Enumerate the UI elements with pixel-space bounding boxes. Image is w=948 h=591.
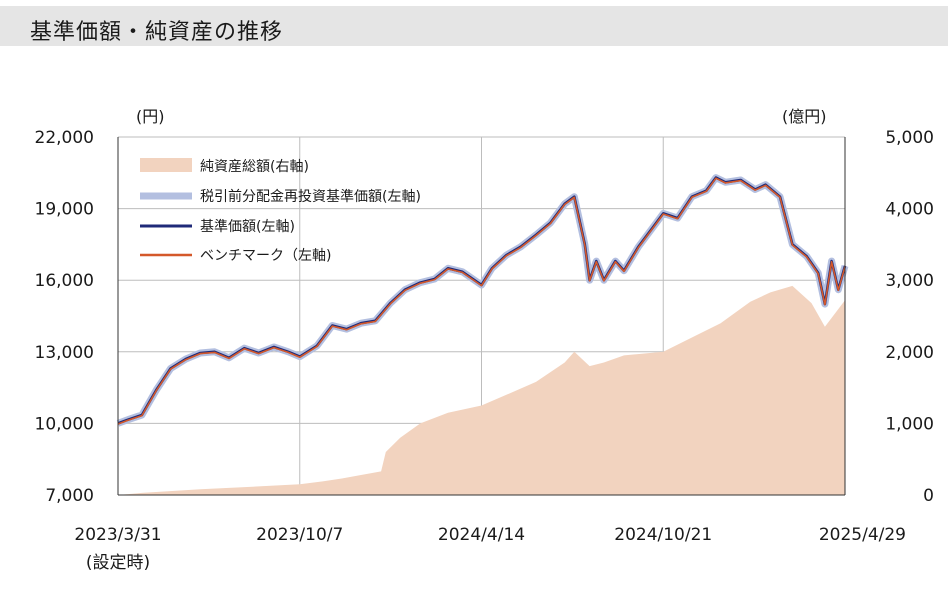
y-left-tick-label: 16,000 xyxy=(35,271,94,291)
x-tick-label: 2023/3/31 xyxy=(74,525,161,545)
x-tick-label: 2023/10/7 xyxy=(256,525,343,545)
y-left-tick-label: 10,000 xyxy=(35,414,94,434)
x-tick-label: 2024/4/14 xyxy=(438,525,525,545)
net-assets-area xyxy=(118,285,845,495)
y-left-tick-label: 7,000 xyxy=(45,486,94,506)
line-layer xyxy=(116,174,849,427)
y-right-tick-label: 1,000 xyxy=(885,414,934,434)
left-axis-unit: (円) xyxy=(136,107,165,126)
title-bar: 基準価額・純資産の推移 xyxy=(0,6,948,46)
net-assets-area-layer xyxy=(118,285,845,495)
x-tick-label: 2024/10/21 xyxy=(614,525,712,545)
y-right-tick-label: 0 xyxy=(923,486,934,506)
page-title: 基準価額・純資産の推移 xyxy=(30,20,284,45)
x-tick-note: (設定時) xyxy=(86,553,150,573)
legend-label: 税引前分配金再投資基準価額(左軸) xyxy=(200,188,421,205)
benchmark-line xyxy=(117,177,846,425)
y-left-tick-label: 19,000 xyxy=(35,200,94,220)
legend-label: 純資産総額(右軸) xyxy=(200,159,309,175)
legend-swatch-net-assets xyxy=(140,158,192,172)
right-axis-unit: (億円) xyxy=(782,107,827,126)
y-left-tick-label: 13,000 xyxy=(35,343,94,363)
tick-labels: 22,000 19,000 16,000 13,000 10,000 7,000 5,000… xyxy=(35,128,934,573)
y-right-tick-label: 2,000 xyxy=(885,343,934,363)
y-left-tick-label: 22,000 xyxy=(35,128,94,148)
axes xyxy=(117,137,846,496)
legend-label: 基準価額(左軸) xyxy=(200,218,295,235)
y-right-tick-label: 4,000 xyxy=(885,200,934,220)
legend-label: ベンチマーク（左軸) xyxy=(200,248,331,264)
y-right-tick-label: 5,000 xyxy=(885,128,934,148)
x-tick-label: 2025/4/29 xyxy=(819,525,906,545)
legend: 純資産総額(右軸) 税引前分配金再投資基準価額(左軸) 基準価額(左軸) ベンチマーク… xyxy=(140,158,421,264)
y-right-tick-label: 3,000 xyxy=(885,271,934,291)
